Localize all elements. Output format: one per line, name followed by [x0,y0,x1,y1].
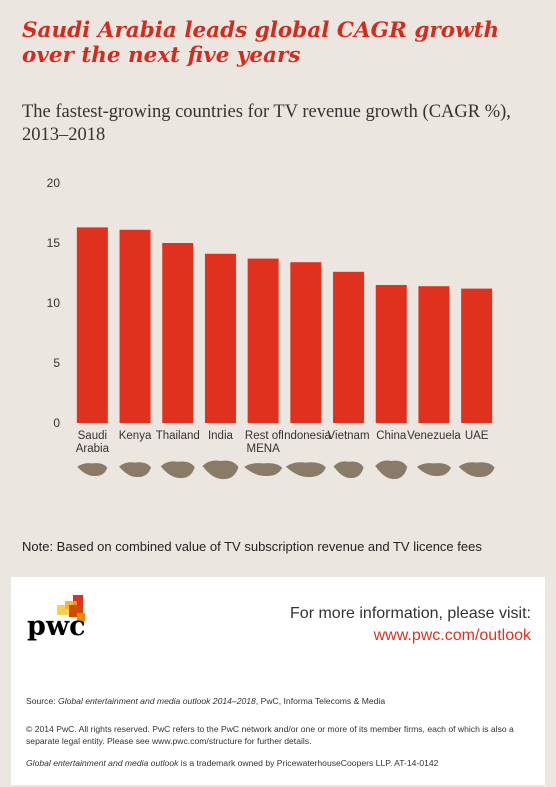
bar-chart: 0 5 10 15 20 Saudi Arabia Kenya Thailand India Res… [47,176,495,480]
bar [204,253,236,423]
mena-map-icon [244,463,283,477]
bar [375,285,407,423]
bar [162,243,194,423]
indonesia-map-icon [285,462,326,478]
headline: Saudi Arabia leads global CAGR growth ov… [22,18,500,68]
vietnam-map-icon [333,461,364,479]
thailand-map-icon [160,461,195,479]
bar [461,288,493,423]
india-map-icon [202,460,239,480]
x-tick-label: China [376,430,407,442]
x-tick-label: Venezuela [407,430,461,442]
pwc-logo-text: pwc [27,611,86,642]
x-tick-label: India [208,430,234,442]
bar [418,286,450,423]
chart-title: The fastest-growing countries for TV rev… [22,102,511,145]
uae-map-icon [458,462,495,478]
bar [119,229,151,423]
saudi-arabia-map-icon [77,463,108,477]
copyright-text: © 2014 PwC. All rights reserved. PwC ref… [26,724,514,746]
kenya-map-icon [119,462,152,478]
x-tick-label: Rest of MENA [245,430,282,455]
y-tick-label: 0 [53,416,60,430]
footer-panel: pwc For more information, please visit: … [11,577,545,785]
y-tick-label: 15 [47,236,61,250]
bar [76,227,108,423]
bar [290,262,322,423]
x-tick-label: Vietnam [328,430,370,442]
x-tick-label: Kenya [119,430,152,442]
info-lead: For more information, please visit: [290,605,531,622]
bar [333,271,365,423]
y-tick-label: 10 [47,296,61,310]
china-map-icon [375,460,408,480]
bar [247,258,279,423]
x-tick-label: Saudi Arabia [76,430,110,455]
x-tick-label: Thailand [156,430,200,442]
x-tick-label: UAE [465,430,489,442]
info-link[interactable]: www.pwc.com/outlook [373,627,531,644]
chart-note: Note: Based on combined value of TV subs… [22,539,482,554]
y-tick-label: 20 [47,176,61,190]
trademark-line: Global entertainment and media outlook i… [26,758,439,768]
x-tick-label: Indonesia [281,430,331,442]
pwc-logo-icon [57,595,85,621]
source-line: Source: Global entertainment and media o… [26,696,386,706]
y-tick-label: 5 [53,356,60,370]
venezuela-map-icon [416,463,451,477]
